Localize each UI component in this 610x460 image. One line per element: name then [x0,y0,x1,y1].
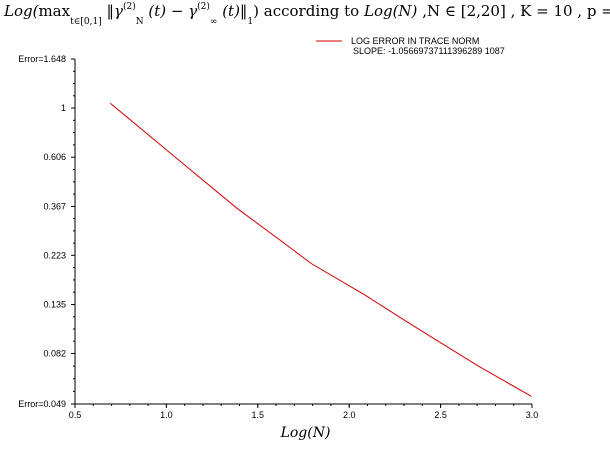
title-gamma-n-sub: N [135,17,144,27]
y-tick-label: 0.082 [43,348,66,358]
title-rest-c: ,N ∈ [2,20] , K = 10 , p = 2 [417,2,610,20]
title-after: (t) [217,2,240,20]
x-tick-label: 1.0 [160,410,173,420]
title-norm-open: ‖ [106,2,115,20]
title-gamma-inf-sub: ∞ [209,17,218,27]
title-max: max [38,2,71,20]
title-log-func: Log( [4,2,39,20]
title-rest-a: ) according to [253,2,364,20]
title-gamma-n: γ [114,2,123,20]
x-tick-label: 0.5 [69,410,82,420]
title-minus: (t) − [143,2,189,20]
y-tick-label: 0.606 [43,152,66,162]
legend-series-name: LOG ERROR IN TRACE NORM [351,36,479,46]
title-norm-sub: 1 [247,17,254,27]
y-tick-label: 0.223 [43,250,66,260]
y-tick-label: Error=0.049 [18,399,66,409]
x-tick-label: 2.5 [434,410,447,420]
legend-slope-note: SLOPE: -1.05669737111396289 1087 [353,46,505,56]
y-tick-label: Error=1.648 [18,54,66,64]
y-tick-label: 0.367 [43,201,66,211]
title-gamma-inf: γ [188,2,198,20]
title-gamma-inf-sup: (2) [197,2,210,12]
series-line [109,102,532,397]
chart-title: Log(maxt∈[0,1] ‖γ(2)N (t) − γ(2)∞ (t)‖1)… [4,2,610,42]
title-gamma-n-sup: (2) [122,2,136,12]
x-tick-label: 2.0 [343,410,356,420]
x-axis-label: Log(N) [280,425,331,441]
title-max-sub: t∈[0,1] [70,17,102,27]
y-tick-label: 1 [61,103,66,113]
x-tick-label: 3.0 [526,410,539,420]
y-tick-label: 0.135 [43,300,66,310]
title-norm-close: ‖ [239,2,248,20]
title-rest-b: Log(N) [363,2,418,20]
x-tick-label: 1.5 [252,410,265,420]
